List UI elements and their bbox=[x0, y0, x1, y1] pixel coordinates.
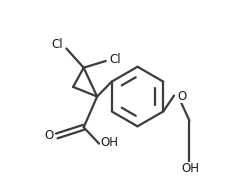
Text: Cl: Cl bbox=[51, 38, 62, 51]
Text: Cl: Cl bbox=[110, 53, 121, 66]
Text: O: O bbox=[45, 129, 54, 142]
Text: O: O bbox=[177, 90, 186, 103]
Text: OH: OH bbox=[100, 136, 118, 149]
Text: OH: OH bbox=[181, 162, 199, 175]
